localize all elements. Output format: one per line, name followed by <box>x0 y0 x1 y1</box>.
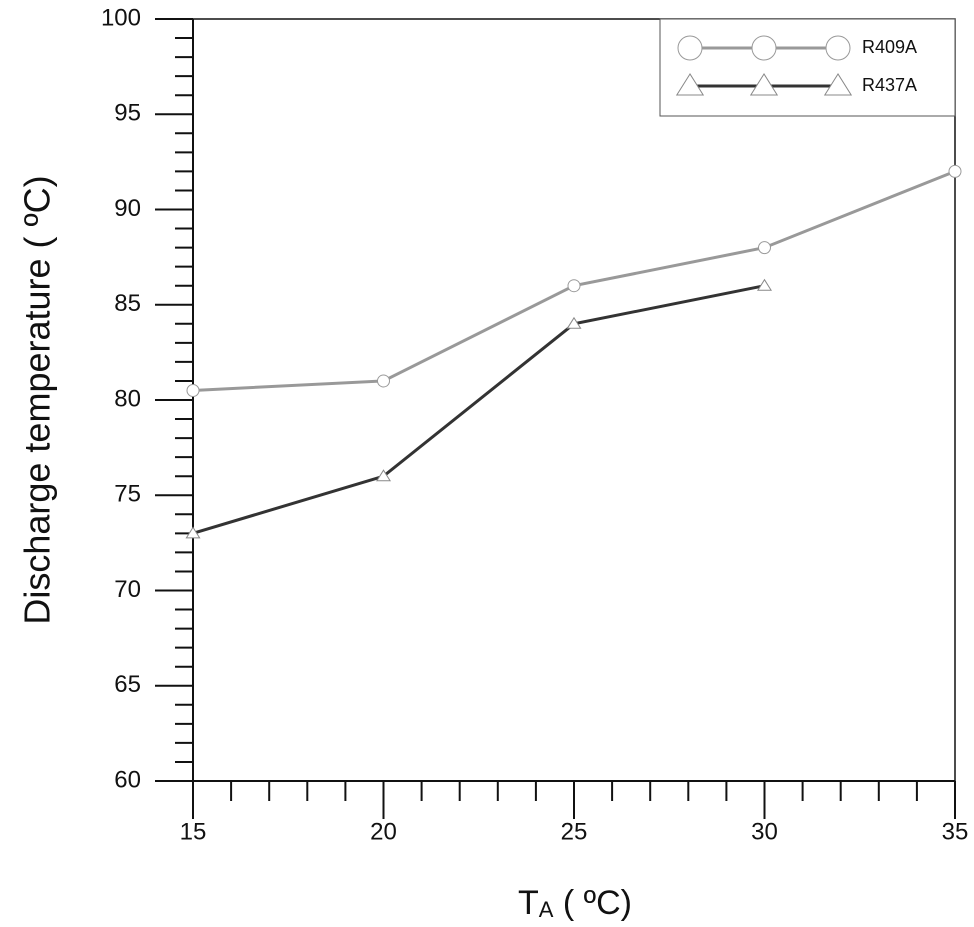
x-label-subscript: A <box>539 897 554 922</box>
y-tick-label: 60 <box>114 766 141 793</box>
x-axis-label: TA ( ºC) <box>518 884 632 922</box>
x-tick-label: 20 <box>370 818 397 845</box>
y-tick-label: 85 <box>114 290 141 317</box>
x-label-unit: ( ºC) <box>553 884 632 922</box>
y-tick-label: 100 <box>101 4 141 31</box>
legend-marker <box>823 73 853 96</box>
y-tick-label: 65 <box>114 671 141 698</box>
marker <box>185 526 201 539</box>
legend-box <box>659 18 956 117</box>
legend-label: R409A <box>862 37 917 57</box>
y-tick-label: 95 <box>114 100 141 127</box>
x-tick-label: 25 <box>561 818 588 845</box>
marker <box>375 469 392 482</box>
legend-label: R437A <box>862 75 917 95</box>
legend-marker <box>825 35 851 61</box>
legend-marker <box>751 35 777 61</box>
y-tick-label: 70 <box>114 576 141 603</box>
x-tick-label: 15 <box>180 818 207 845</box>
series-line <box>192 284 765 535</box>
y-tick-label: 90 <box>114 195 141 222</box>
legend: R409A R437A <box>659 18 956 117</box>
legend-marker <box>749 73 779 96</box>
marker <box>186 383 200 397</box>
marker <box>567 279 581 293</box>
marker <box>756 278 773 291</box>
y-axis-label: Discharge temperature ( ºC) <box>17 175 58 624</box>
marker <box>758 241 771 255</box>
marker <box>566 316 582 329</box>
marker <box>948 164 962 178</box>
y-tick-label: 80 <box>114 385 141 412</box>
y-tick-label: 75 <box>114 481 141 508</box>
legend-marker <box>677 35 703 61</box>
x-tick-label: 30 <box>751 818 778 845</box>
plot-frame <box>192 18 956 782</box>
x-tick-label: 35 <box>942 818 969 845</box>
legend-marker <box>675 73 705 96</box>
x-label-symbol: T <box>518 884 539 922</box>
marker <box>377 374 390 388</box>
